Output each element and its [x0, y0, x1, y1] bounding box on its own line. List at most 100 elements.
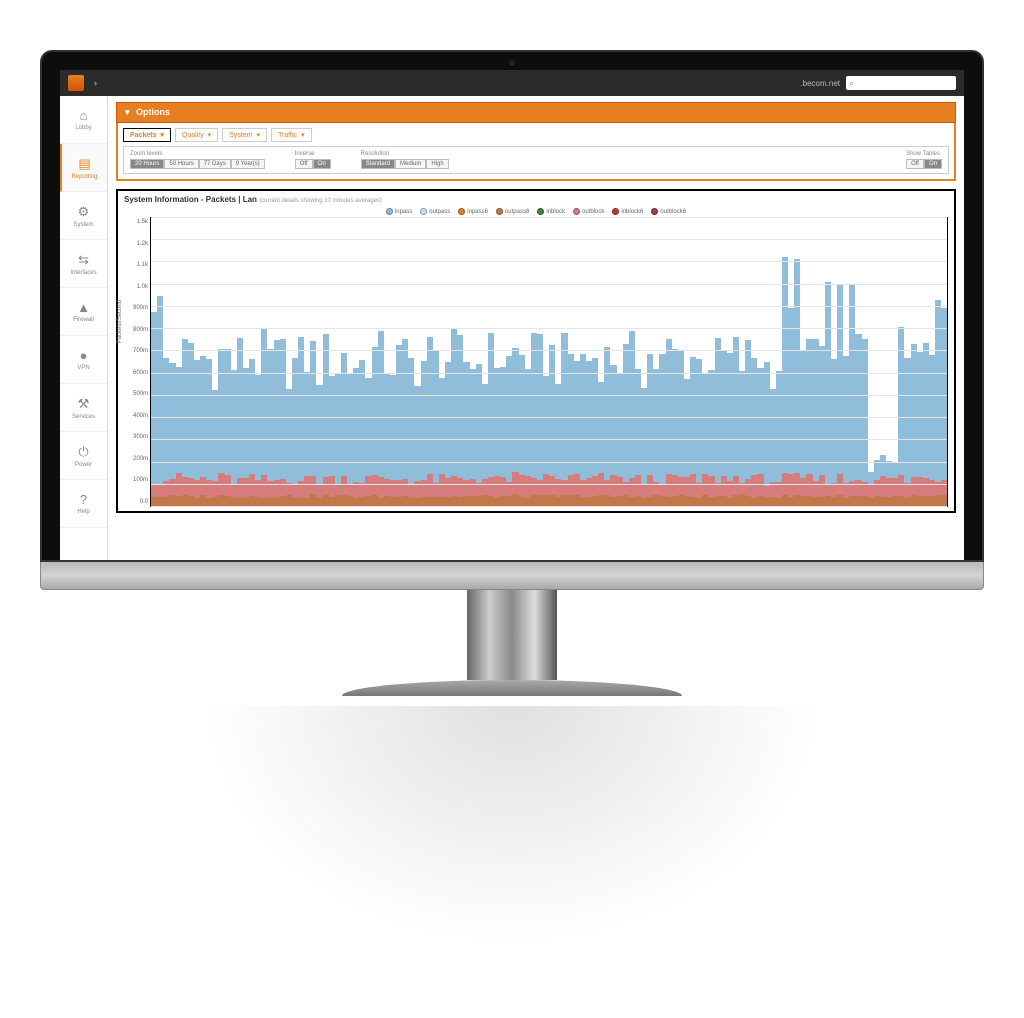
zoom-option-0[interactable]: 20 Hours	[130, 159, 164, 169]
sidebar-item-services[interactable]: ⚒ Services	[60, 384, 107, 432]
y-tick-label: 1.5k	[124, 219, 148, 225]
y-tick-label: 400m	[124, 413, 148, 419]
tab-quality[interactable]: Quality ▾	[175, 128, 218, 142]
grid-line	[151, 506, 947, 507]
inverse-option-1[interactable]: On	[313, 159, 331, 169]
sidebar-item-interfaces[interactable]: ⇆ Interfaces	[60, 240, 107, 288]
grid-line	[151, 306, 947, 307]
topbar: › .becom.net ⌕	[60, 70, 964, 96]
y-tick-label: 500m	[124, 391, 148, 397]
grid-line	[151, 284, 947, 285]
y-tick-label: 200m	[124, 456, 148, 462]
legend-item-inpass6[interactable]: inpass6	[458, 208, 488, 215]
legend-swatch	[386, 208, 393, 215]
y-tick-label: 800m	[124, 327, 148, 333]
sidebar-item-label: Reporting	[71, 174, 97, 180]
legend-label: outblock6	[660, 209, 686, 215]
grid-line	[151, 217, 947, 218]
dropdown-icon: ▾	[256, 132, 260, 139]
resolution-option-0[interactable]: Standard	[361, 159, 395, 169]
monitor-shadow	[202, 706, 822, 946]
tab-packets[interactable]: Packets ▾	[123, 128, 171, 142]
sidebar-item-label: Help	[77, 509, 89, 515]
y-tick-label: 100m	[124, 477, 148, 483]
report-tabs: Packets ▾ Quality ▾ System ▾ Traffic ▾	[123, 128, 949, 142]
sidebar-item-vpn[interactable]: ●VPN	[60, 336, 107, 384]
sidebar-item-system[interactable]: ⚙System	[60, 192, 107, 240]
sidebar-item-label: Services	[72, 414, 95, 420]
power-icon: ⏻	[78, 444, 88, 460]
tables-option-1[interactable]: On	[924, 159, 942, 169]
sidebar-item-label: Lobby	[75, 125, 91, 131]
grid-line	[151, 439, 947, 440]
options-title: Options	[136, 107, 170, 117]
grid-line	[151, 328, 947, 329]
main-content: ▾ Options Packets ▾ Quality ▾ System ▾ Traf…	[108, 96, 964, 560]
legend-swatch	[537, 208, 544, 215]
sidebar: ⌂ Lobby ▤ Reporting ⚙System ⇆ Interfaces ▲Firew…	[60, 96, 108, 560]
search-input[interactable]: ⌕	[846, 76, 956, 90]
legend-item-inpass[interactable]: inpass	[386, 208, 412, 215]
bar-column	[941, 217, 947, 506]
sidebar-item-reporting[interactable]: ▤ Reporting	[60, 144, 107, 192]
zoom-option-1[interactable]: 50 Hours	[164, 159, 198, 169]
legend-item-inblock6[interactable]: inblock6	[612, 208, 643, 215]
sidebar-item-help[interactable]: ?Help	[60, 480, 107, 528]
firewall-icon: ▲	[77, 300, 90, 315]
legend-item-outpass6[interactable]: outpass6	[496, 208, 529, 215]
grid-line	[151, 239, 947, 240]
control-zoom: Zoom levels 20 Hours50 Hours77 Days9 Year…	[130, 151, 265, 169]
zoom-option-3[interactable]: 9 Year(s)	[231, 159, 265, 169]
options-header[interactable]: ▾ Options	[116, 102, 956, 123]
button-group: StandardMediumHigh	[361, 159, 449, 169]
y-axis: 1.5k1.2k1.1k1.0k900m800m700m600m500m400m…	[124, 217, 150, 507]
grid-line	[151, 350, 947, 351]
inverse-option-0[interactable]: Off	[295, 159, 313, 169]
chart-legend: inpass outpass inpass6 outpass6 inblock outbl…	[124, 208, 948, 215]
tab-traffic[interactable]: Traffic ▾	[271, 128, 312, 142]
legend-label: outblock	[582, 209, 604, 215]
sidebar-item-power[interactable]: ⏻Power	[60, 432, 107, 480]
y-tick-label: 700m	[124, 348, 148, 354]
monitor-base	[342, 680, 682, 696]
sidebar-item-label: System	[73, 222, 93, 228]
legend-item-outblock[interactable]: outblock	[573, 208, 604, 215]
legend-label: inblock6	[621, 209, 643, 215]
lobby-icon: ⌂	[80, 108, 88, 123]
control-label: Zoom levels	[130, 151, 265, 157]
chart-plot	[150, 217, 948, 507]
control-inverse: InverseOffOn	[295, 151, 331, 169]
sidebar-item-label: Interfaces	[70, 270, 96, 276]
breadcrumb-chevron-icon[interactable]: ›	[94, 78, 97, 88]
chevron-down-icon: ▾	[125, 107, 130, 118]
legend-item-outblock6[interactable]: outblock6	[651, 208, 686, 215]
legend-item-inblock[interactable]: inblock	[537, 208, 565, 215]
resolution-option-2[interactable]: High	[426, 159, 448, 169]
chart-bars	[151, 217, 947, 506]
grid-line	[151, 484, 947, 485]
sidebar-item-lobby[interactable]: ⌂ Lobby	[60, 96, 107, 144]
legend-swatch	[573, 208, 580, 215]
y-tick-label: 600m	[124, 370, 148, 376]
zoom-option-2[interactable]: 77 Days	[199, 159, 231, 169]
search-icon: ⌕	[849, 78, 854, 89]
legend-item-outpass[interactable]: outpass	[420, 208, 450, 215]
reporting-icon: ▤	[78, 156, 90, 172]
monitor-chin	[40, 562, 984, 590]
tables-option-0[interactable]: Off	[906, 159, 924, 169]
tab-system[interactable]: System ▾	[222, 128, 267, 142]
vpn-icon: ●	[80, 348, 88, 363]
legend-label: outpass6	[505, 209, 529, 215]
grid-line	[151, 395, 947, 396]
resolution-option-1[interactable]: Medium	[395, 159, 426, 169]
legend-label: inpass6	[467, 209, 488, 215]
services-icon: ⚒	[78, 396, 90, 412]
legend-swatch	[612, 208, 619, 215]
control-label: Show Tables	[906, 151, 942, 157]
button-group: OffOn	[906, 159, 942, 169]
sidebar-item-firewall[interactable]: ▲Firewall	[60, 288, 107, 336]
grid-line	[151, 373, 947, 374]
interfaces-icon: ⇆	[78, 252, 89, 268]
legend-swatch	[496, 208, 503, 215]
button-group: 20 Hours50 Hours77 Days9 Year(s)	[130, 159, 265, 169]
